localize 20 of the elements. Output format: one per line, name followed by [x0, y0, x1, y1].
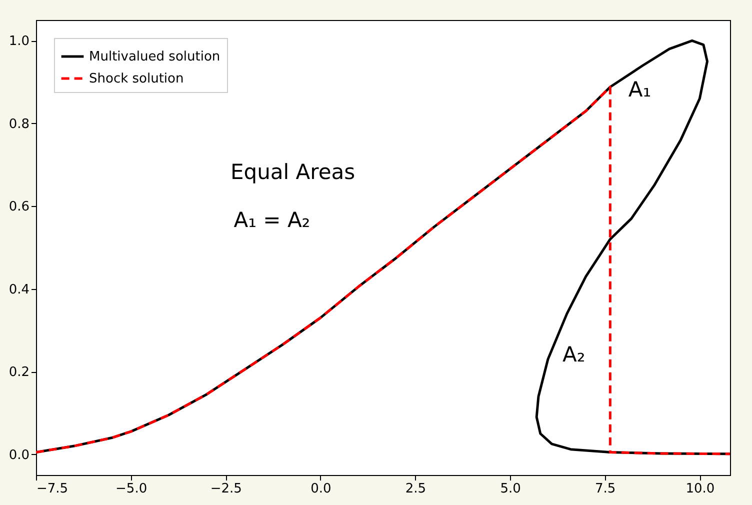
y-tick-label: 0.0 [8, 448, 30, 463]
y-tick-label: 0.4 [8, 282, 30, 298]
annotation: A₁ = A₂ [234, 208, 310, 232]
x-tick-label: 7.5 [595, 482, 616, 496]
y-tick-label: 0.2 [8, 365, 30, 380]
y-tick-label: 0.6 [8, 200, 30, 215]
annotation: A₁ [628, 77, 652, 102]
x-tick-label: −7.5 [36, 482, 68, 496]
y-tick-label: 0.8 [8, 116, 30, 132]
x-tick-label: 5.0 [500, 482, 521, 496]
x-tick-label: −2.5 [210, 482, 242, 496]
annotation: Equal Areas [230, 160, 356, 184]
x-tick-label: 0.0 [310, 482, 332, 496]
x-tick-label: 2.5 [405, 482, 426, 496]
legend-label: Multivalued solution [89, 50, 220, 64]
y-tick-label: 1.0 [8, 34, 30, 50]
x-tick-label: 10.0 [686, 482, 715, 496]
annotation: A₂ [562, 342, 586, 366]
x-tick-label: −5.0 [116, 482, 148, 496]
legend-label: Shock solution [89, 72, 184, 86]
